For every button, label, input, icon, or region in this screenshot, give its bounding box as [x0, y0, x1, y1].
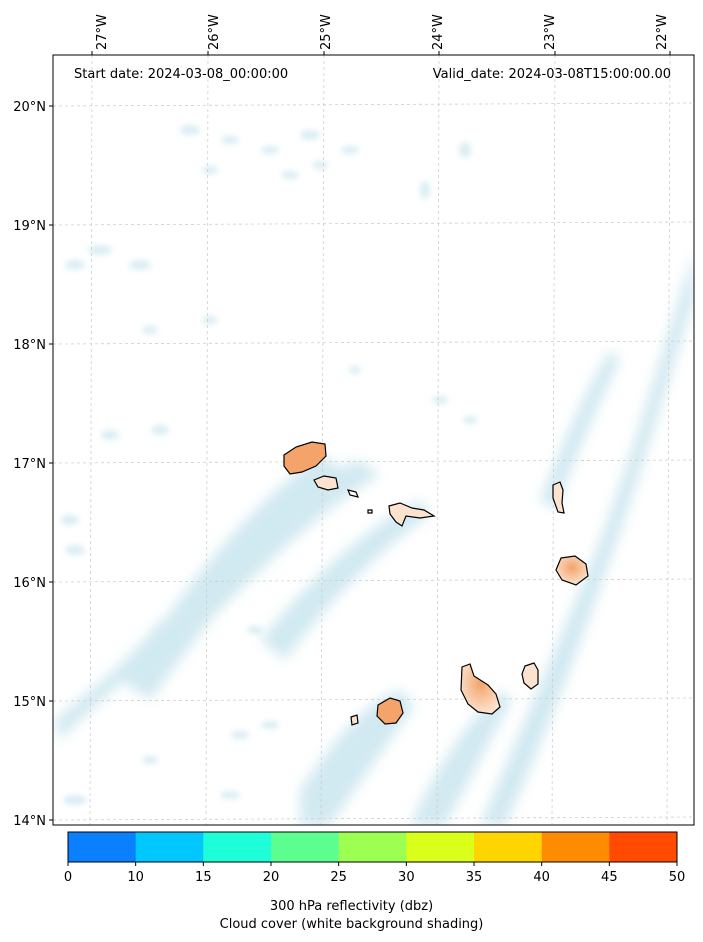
colorbar-tick-label: 10	[127, 870, 144, 885]
lon-label-26w: 26°W	[207, 14, 222, 50]
lat-label-18n: 18°N	[13, 338, 46, 353]
start-date-label: Start date: 2024-03-08_00:00:00	[74, 67, 288, 82]
colorbar-frame	[67, 831, 678, 863]
colorbar-sublabel: Cloud cover (white background shading)	[219, 917, 484, 932]
colorbar-tick-label: 20	[263, 870, 280, 885]
island-sao-vicente	[313, 475, 339, 491]
lat-label-17n: 17°N	[13, 457, 46, 472]
colorbar-tick-label: 25	[330, 870, 347, 885]
map-background	[53, 55, 694, 825]
island-boa-vista	[555, 555, 589, 586]
lat-label-16n: 16°N	[13, 576, 46, 591]
colorbar-tick-label: 30	[398, 870, 415, 885]
colorbar-segment	[68, 832, 137, 862]
island-brava	[350, 714, 359, 726]
colorbar-segment	[135, 832, 204, 862]
lon-label-24w: 24°W	[431, 14, 446, 50]
map-frame	[52, 54, 695, 826]
colorbar-tick-label: 40	[533, 870, 550, 885]
island-fogo	[376, 697, 404, 725]
colorbar-segment	[609, 832, 678, 862]
colorbar-tick-label: 15	[195, 870, 212, 885]
colorbar: 0 10 15 20 25 30 35 40 45 50	[64, 831, 686, 885]
colorbar-segment	[474, 832, 543, 862]
lat-label-14n: 14°N	[13, 814, 46, 829]
island-sao-nicolau	[388, 502, 436, 527]
island-santa-luzia	[347, 489, 359, 498]
lon-label-22w: 22°W	[655, 14, 670, 50]
lat-label-19n: 19°N	[13, 219, 46, 234]
coastlines	[283, 441, 589, 726]
island-santo-antao	[283, 441, 327, 475]
colorbar-segment	[271, 832, 340, 862]
graticule	[53, 55, 694, 825]
island-maio	[521, 662, 539, 690]
lon-label-27w: 27°W	[95, 14, 110, 50]
lat-label-15n: 15°N	[13, 695, 46, 710]
colorbar-segment	[203, 832, 272, 862]
valid-date-label: Valid_date: 2024-03-08T15:00:00.00	[433, 67, 671, 82]
lon-label-23w: 23°W	[543, 14, 558, 50]
island-branco	[367, 509, 373, 514]
colorbar-segment	[406, 832, 475, 862]
colorbar-tick-label: 0	[64, 870, 72, 885]
colorbar-segment	[541, 832, 610, 862]
lon-label-25w: 25°W	[319, 14, 334, 50]
colorbar-tick-label: 50	[669, 870, 686, 885]
island-sal	[552, 481, 565, 514]
axis-ticks	[49, 51, 671, 821]
colorbar-segment	[338, 832, 407, 862]
island-santiago	[460, 663, 501, 715]
colorbar-label: 300 hPa reflectivity (dbz)	[269, 899, 434, 914]
cloud-cover-layer	[55, 125, 694, 825]
colorbar-tick-label: 45	[601, 870, 618, 885]
colorbar-tick-label: 35	[466, 870, 483, 885]
lat-label-20n: 20°N	[13, 100, 46, 115]
